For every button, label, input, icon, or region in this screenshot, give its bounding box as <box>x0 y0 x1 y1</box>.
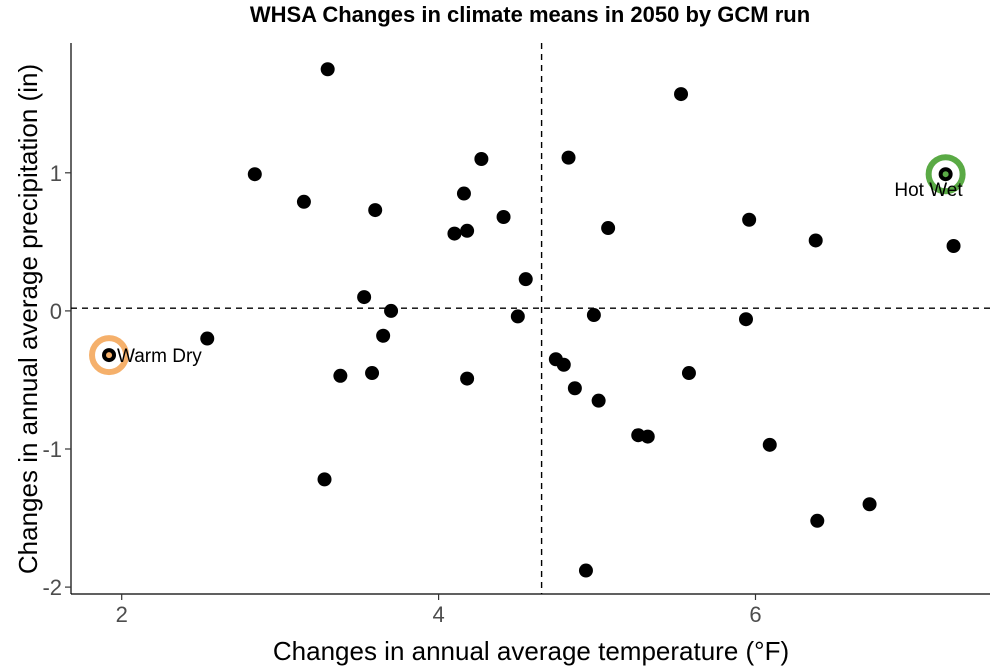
y-tick-label: 1 <box>50 161 62 186</box>
data-point <box>578 563 593 578</box>
data-point <box>317 472 332 487</box>
data-point <box>474 152 489 166</box>
data-point <box>460 371 475 386</box>
data-point <box>762 437 777 452</box>
x-tick-label: 2 <box>116 602 128 627</box>
data-point <box>810 513 825 528</box>
x-axis-title: Changes in annual average temperature (°… <box>273 636 789 666</box>
y-tick-label: 0 <box>50 299 62 324</box>
data-point <box>808 233 823 248</box>
data-point <box>591 393 606 408</box>
data-point <box>365 366 380 381</box>
data-point <box>447 226 462 241</box>
data-point <box>456 186 471 201</box>
data-point <box>376 328 391 343</box>
data-point <box>556 357 571 372</box>
data-point <box>320 62 335 77</box>
data-point <box>586 308 601 323</box>
data-point <box>384 303 399 318</box>
highlight-label: Warm Dry <box>117 346 202 367</box>
data-point <box>681 366 696 381</box>
x-tick-label: 6 <box>749 602 761 627</box>
plot-area: 2 4 6 -2 -1 0 1 Warm Dry Hot Wet <box>42 43 990 627</box>
x-tick-label: 4 <box>432 602 444 627</box>
data-point <box>567 381 582 396</box>
highlight-center-dot <box>942 171 949 178</box>
data-point <box>333 368 348 383</box>
highlight-ring <box>89 335 130 376</box>
data-point <box>640 429 655 444</box>
data-point <box>496 210 511 224</box>
data-point <box>946 239 961 253</box>
highlight-label: Hot Wet <box>894 180 963 201</box>
data-point <box>510 309 525 324</box>
highlight-center-dot <box>106 352 113 359</box>
data-point <box>296 194 311 209</box>
data-point <box>674 87 689 102</box>
data-point <box>742 212 757 227</box>
data-point <box>247 167 262 182</box>
data-point <box>200 331 215 346</box>
data-point <box>601 221 616 236</box>
data-point <box>561 150 576 165</box>
chart-title: WHSA Changes in climate means in 2050 by… <box>250 2 810 27</box>
data-point <box>518 272 533 287</box>
data-point <box>368 203 383 218</box>
y-tick-label: -1 <box>42 437 62 462</box>
y-axis-title: Changes in annual average precipitation … <box>13 64 43 574</box>
data-point <box>862 497 877 512</box>
data-point <box>738 312 753 327</box>
data-point <box>357 290 372 305</box>
highlight-ring <box>925 154 966 195</box>
data-point <box>460 223 475 238</box>
y-tick-label: -2 <box>42 575 62 600</box>
